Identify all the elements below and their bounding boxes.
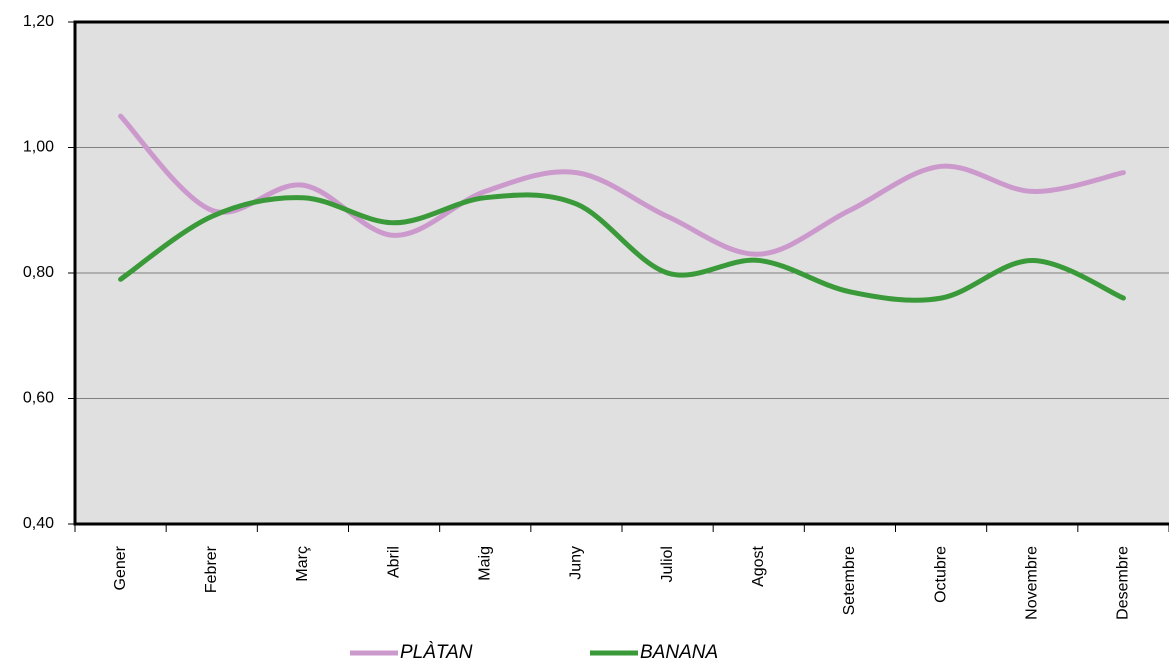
x-tick-label: Juny <box>568 546 585 580</box>
x-tick-label: Abril <box>385 546 402 578</box>
y-tick-label: 0,60 <box>23 390 54 407</box>
x-tick-label: Gener <box>112 545 129 590</box>
series-line <box>118 192 1126 303</box>
y-tick-label: 1,00 <box>23 139 54 156</box>
x-tick-label: Juliol <box>659 546 676 582</box>
y-tick-label: 1,20 <box>23 13 54 30</box>
y-tick-label: 0,40 <box>23 515 54 532</box>
x-tick-label: Novembre <box>1023 546 1040 620</box>
x-tick-label: Febrer <box>203 545 220 593</box>
x-tick-label: Octubre <box>932 546 949 603</box>
legend-label: BANANA <box>640 642 718 663</box>
x-tick-label: Març <box>294 546 311 582</box>
x-tick-label: Setembre <box>841 546 858 615</box>
legend-label: PLÀTAN <box>400 642 473 663</box>
axis-frame <box>73 20 1169 526</box>
x-tick-label: Maig <box>476 546 493 581</box>
y-tick-label: 0,80 <box>23 264 54 281</box>
series-line <box>118 113 1126 257</box>
x-tick-label: Agost <box>750 545 767 586</box>
x-tick-label: Desembre <box>1115 546 1132 620</box>
